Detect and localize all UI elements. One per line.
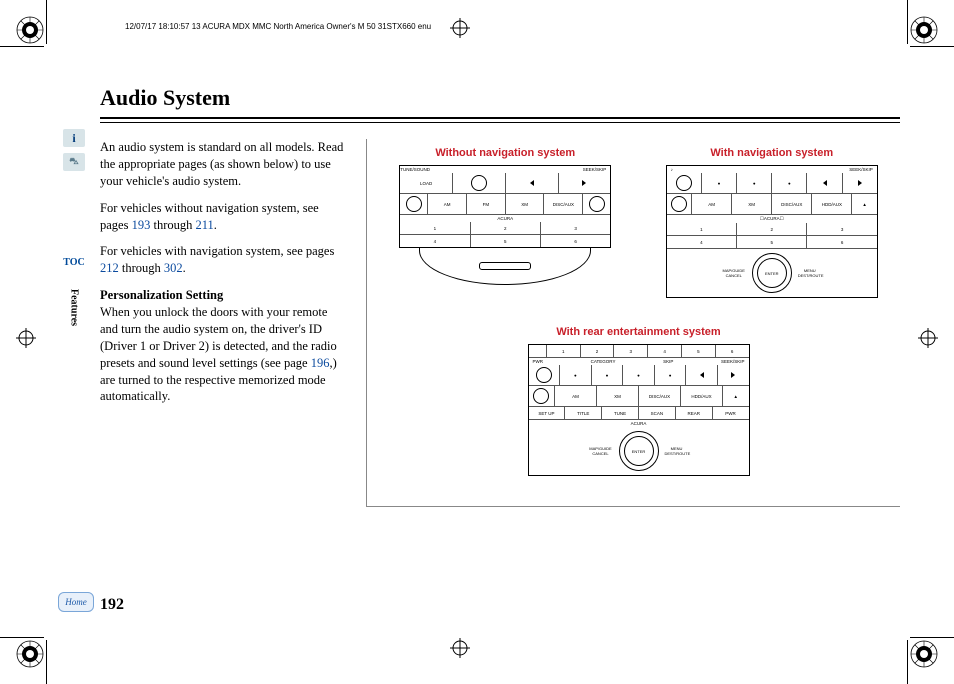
toc-button[interactable]: TOC [61, 257, 87, 271]
print-header-text: 12/07/17 18:10:57 13 ACURA MDX MMC North… [125, 22, 431, 31]
crop-line [0, 46, 44, 47]
registration-mark-tr [910, 16, 938, 44]
illustration-panel: Without navigation system TUNE/SOUNDSEEK… [366, 139, 900, 507]
para-2: For vehicles without navigation system, … [100, 200, 348, 234]
page-link-193[interactable]: 193 [132, 218, 151, 232]
crop-line [46, 0, 47, 44]
page-number: 192 [100, 596, 124, 614]
title-rule [100, 117, 900, 123]
crosshair-top [450, 18, 470, 43]
page-link-212[interactable]: 212 [100, 261, 119, 275]
info-icon[interactable]: i [63, 129, 85, 147]
crop-line [0, 637, 44, 638]
crop-line [910, 637, 954, 638]
crosshair-bottom [450, 638, 470, 663]
console-without-nav: Without navigation system TUNE/SOUNDSEEK… [399, 147, 611, 298]
page-link-196[interactable]: 196 [311, 356, 330, 370]
car-icon[interactable]: ⛍ [63, 153, 85, 171]
console-bezel [419, 248, 591, 285]
features-tab: Features [69, 289, 80, 326]
console-with-rear: With rear entertainment system 123456 PW… [377, 326, 900, 476]
crop-line [907, 0, 908, 44]
page-link-211[interactable]: 211 [195, 218, 213, 232]
registration-mark-tl [16, 16, 44, 44]
page-title: Audio System [100, 85, 900, 115]
body-text-column: An audio system is standard on all model… [100, 139, 348, 507]
page-link-302[interactable]: 302 [164, 261, 183, 275]
crosshair-right [918, 328, 938, 353]
crosshair-left [16, 328, 36, 353]
home-button[interactable]: Home [58, 592, 94, 612]
crop-line [46, 640, 47, 684]
para-3: For vehicles with navigation system, see… [100, 243, 348, 277]
crop-line [910, 46, 954, 47]
console-with-nav: With navigation system ♪SEEK/SKIP ●●● AM… [666, 147, 878, 298]
registration-mark-bl [16, 640, 44, 668]
para-4: Personalization Setting When you unlock … [100, 287, 348, 405]
registration-mark-br [910, 640, 938, 668]
para-1: An audio system is standard on all model… [100, 139, 348, 190]
crop-line [907, 640, 908, 684]
